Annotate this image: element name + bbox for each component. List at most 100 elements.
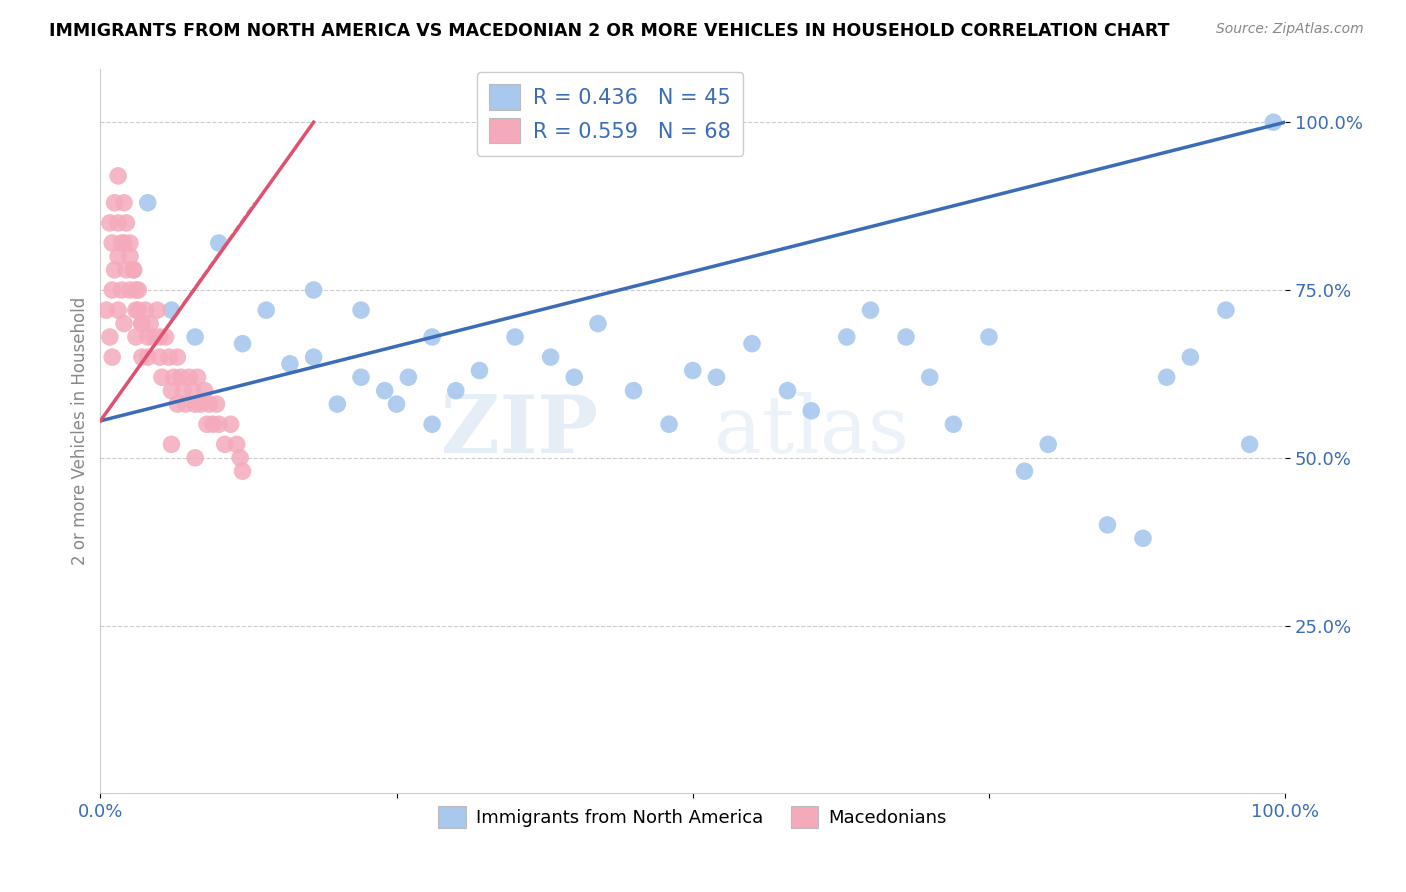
Point — [166, 350, 188, 364]
Point — [111, 283, 134, 297]
Point — [190, 397, 212, 411]
Point — [172, 384, 194, 398]
Point — [1097, 517, 1119, 532]
Point — [150, 370, 173, 384]
Point — [155, 330, 177, 344]
Point — [420, 417, 443, 432]
Point — [444, 384, 467, 398]
Point — [208, 235, 231, 250]
Point — [326, 397, 349, 411]
Point — [562, 370, 585, 384]
Text: Source: ZipAtlas.com: Source: ZipAtlas.com — [1216, 22, 1364, 37]
Point — [174, 397, 197, 411]
Point — [859, 303, 882, 318]
Point — [149, 350, 172, 364]
Point — [101, 350, 124, 364]
Point — [776, 384, 799, 398]
Point — [420, 330, 443, 344]
Point — [894, 330, 917, 344]
Point — [166, 397, 188, 411]
Point — [225, 437, 247, 451]
Point — [231, 464, 253, 478]
Point — [131, 317, 153, 331]
Point — [122, 263, 145, 277]
Point — [111, 235, 134, 250]
Point — [835, 330, 858, 344]
Legend: Immigrants from North America, Macedonians: Immigrants from North America, Macedonia… — [432, 798, 955, 835]
Point — [503, 330, 526, 344]
Point — [131, 350, 153, 364]
Point — [134, 303, 156, 318]
Point — [800, 404, 823, 418]
Point — [396, 370, 419, 384]
Point — [184, 450, 207, 465]
Point — [468, 363, 491, 377]
Point — [1014, 464, 1036, 478]
Point — [160, 384, 183, 398]
Point — [254, 303, 277, 318]
Point — [103, 263, 125, 277]
Point — [125, 303, 148, 318]
Y-axis label: 2 or more Vehicles in Household: 2 or more Vehicles in Household — [72, 297, 89, 565]
Point — [350, 370, 373, 384]
Point — [125, 283, 148, 297]
Point — [139, 317, 162, 331]
Point — [195, 417, 218, 432]
Point — [112, 195, 135, 210]
Point — [149, 330, 172, 344]
Point — [142, 330, 165, 344]
Point — [942, 417, 965, 432]
Text: ZIP: ZIP — [441, 392, 598, 470]
Point — [977, 330, 1000, 344]
Point — [198, 397, 221, 411]
Point — [115, 263, 138, 277]
Point — [127, 303, 149, 318]
Point — [160, 437, 183, 451]
Point — [96, 303, 118, 318]
Point — [125, 330, 148, 344]
Point — [186, 370, 208, 384]
Point — [103, 195, 125, 210]
Point — [623, 384, 645, 398]
Point — [101, 235, 124, 250]
Point — [98, 330, 121, 344]
Point — [385, 397, 408, 411]
Point — [181, 384, 204, 398]
Point — [208, 417, 231, 432]
Point — [118, 235, 141, 250]
Point — [115, 216, 138, 230]
Point — [184, 330, 207, 344]
Point — [136, 330, 159, 344]
Point — [112, 235, 135, 250]
Point — [1038, 437, 1060, 451]
Point — [302, 350, 325, 364]
Point — [1156, 370, 1178, 384]
Point — [160, 303, 183, 318]
Point — [179, 370, 201, 384]
Point — [214, 437, 236, 451]
Point — [540, 350, 562, 364]
Point — [231, 336, 253, 351]
Point — [205, 397, 228, 411]
Point — [741, 336, 763, 351]
Text: IMMIGRANTS FROM NORTH AMERICA VS MACEDONIAN 2 OR MORE VEHICLES IN HOUSEHOLD CORR: IMMIGRANTS FROM NORTH AMERICA VS MACEDON… — [49, 22, 1170, 40]
Point — [706, 370, 728, 384]
Point — [302, 283, 325, 297]
Point — [1180, 350, 1202, 364]
Point — [170, 370, 193, 384]
Point — [229, 450, 252, 465]
Point — [131, 317, 153, 331]
Point — [201, 417, 224, 432]
Point — [127, 283, 149, 297]
Point — [107, 249, 129, 263]
Point — [118, 283, 141, 297]
Point — [101, 283, 124, 297]
Point — [146, 303, 169, 318]
Point — [184, 397, 207, 411]
Point — [107, 169, 129, 183]
Point — [1132, 531, 1154, 545]
Point — [918, 370, 941, 384]
Point — [122, 263, 145, 277]
Point — [118, 249, 141, 263]
Point — [586, 317, 609, 331]
